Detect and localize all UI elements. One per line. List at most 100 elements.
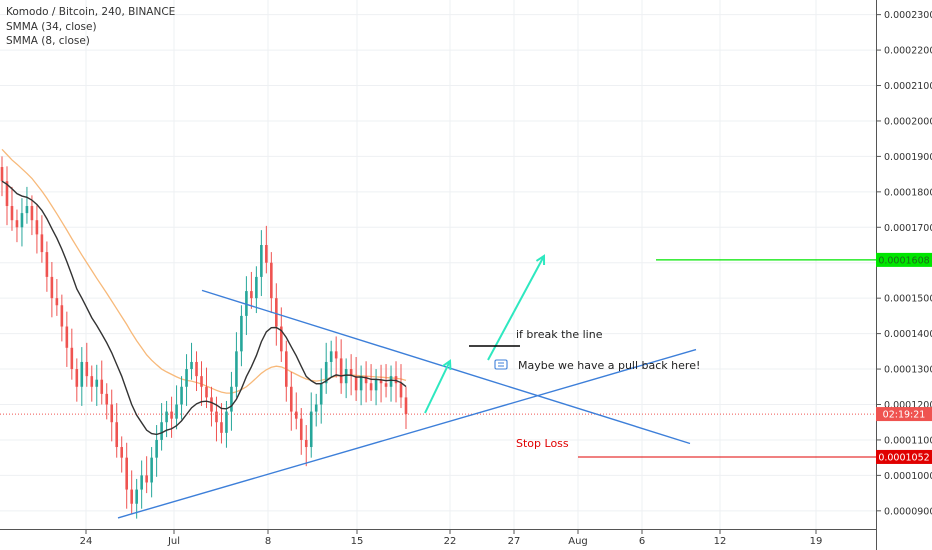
- candle-body: [275, 298, 278, 327]
- candle: [354, 357, 358, 401]
- stop-badge-bg: [876, 449, 932, 464]
- candle: [100, 360, 104, 405]
- candle-body: [180, 386, 183, 405]
- candle: [190, 342, 193, 380]
- stop-loss-text: Stop Loss: [516, 437, 569, 450]
- candle-body: [190, 361, 193, 370]
- time-tick-label: 27: [508, 536, 521, 547]
- candle: [85, 342, 89, 387]
- grid: [0, 0, 876, 529]
- trendline-upper: [201, 289, 691, 445]
- candle: [55, 279, 59, 316]
- candle-body: [404, 397, 408, 415]
- candle-body: [399, 383, 403, 398]
- candle-body: [389, 376, 393, 387]
- candle: [160, 403, 163, 451]
- candle-body: [339, 358, 343, 384]
- arrow-shaft: [424, 360, 451, 414]
- price-tick-label: 0.0001800: [884, 187, 932, 198]
- candles: [0, 156, 408, 519]
- price-tick-label: 0.0001400: [884, 329, 932, 340]
- symbol-title: Komodo / Bitcoin, 240, BINANCE: [6, 6, 176, 18]
- candle-body: [394, 376, 398, 384]
- candle: [75, 358, 79, 402]
- candle: [35, 205, 39, 254]
- price-tick-label: 0.0002100: [884, 81, 932, 92]
- candle: [90, 365, 94, 402]
- arrow-head: [535, 254, 546, 266]
- candle: [280, 307, 283, 362]
- candle-body: [319, 383, 323, 405]
- time-tick-label: 19: [810, 536, 823, 547]
- candle-body: [195, 361, 198, 377]
- candle: [25, 186, 29, 224]
- candle-body: [349, 369, 353, 377]
- candle: [60, 294, 64, 342]
- candle-body: [369, 383, 373, 391]
- time-tick-label: 22: [444, 536, 457, 547]
- price-tick-label: 0.0001200: [884, 400, 932, 411]
- arrow-head: [442, 359, 452, 371]
- time-axis: 24 Jul 8 15 22 27 Aug 6 12 19: [80, 529, 823, 547]
- candle-body: [130, 489, 133, 504]
- smma34-line: [1, 148, 407, 394]
- candle-body: [20, 213, 24, 228]
- candle: [220, 403, 223, 444]
- candle: [235, 332, 238, 398]
- candle-body: [314, 404, 318, 412]
- candle-body: [364, 376, 368, 384]
- price-tick-label: 0.0002000: [884, 116, 932, 127]
- candle-body: [230, 386, 233, 412]
- candle: [319, 368, 323, 424]
- candle-body: [85, 361, 89, 377]
- candle-body: [90, 376, 94, 387]
- candle: [95, 364, 99, 406]
- stop-badge: 0.0001052: [876, 449, 932, 464]
- candle: [10, 186, 14, 231]
- candle: [329, 340, 333, 377]
- price-tick-label: 0.0001100: [884, 435, 932, 446]
- indicator-smma8[interactable]: SMMA (8, close): [6, 35, 90, 47]
- smma8-path: [1, 180, 407, 436]
- candle: [5, 166, 9, 226]
- target-badge-label: 0.0001608: [878, 255, 929, 266]
- candle-body: [45, 252, 49, 277]
- candle: [195, 351, 198, 392]
- candle-body: [384, 383, 388, 387]
- hand-pointer-icon: [494, 359, 508, 370]
- candle-body: [150, 457, 153, 483]
- arrow-to-target: [487, 254, 546, 361]
- candle-body: [324, 361, 328, 384]
- candle-body: [205, 386, 208, 398]
- candle-body: [240, 315, 243, 352]
- candle-body: [65, 326, 69, 348]
- candle-body: [220, 422, 223, 433]
- candle: [185, 354, 188, 406]
- arrow-to-breakout: [424, 359, 452, 414]
- trendline-lower: [117, 348, 697, 519]
- candle-body: [299, 418, 303, 440]
- candle-body: [359, 376, 363, 391]
- candle: [309, 392, 313, 458]
- candle-body: [5, 181, 9, 207]
- candle-body: [155, 439, 158, 458]
- time-tick-label: 24: [80, 536, 93, 547]
- candle: [230, 371, 233, 431]
- candle-body: [145, 475, 148, 483]
- candle: [200, 361, 203, 406]
- candle: [180, 376, 183, 420]
- indicator-smma34[interactable]: SMMA (34, close): [6, 20, 97, 33]
- stop-badge-label: 0.0001052: [878, 452, 929, 463]
- candle: [15, 209, 19, 243]
- candle-body: [289, 386, 293, 412]
- candle: [389, 365, 393, 402]
- candle: [304, 425, 308, 467]
- countdown-badge-label: 02:19:21: [883, 410, 926, 421]
- candle-body: [160, 422, 163, 440]
- candle: [275, 283, 278, 346]
- price-tick-label: 0.0002200: [884, 46, 932, 57]
- price-tick-label: 0.0001000: [884, 471, 932, 482]
- price-tick-label: 0.0001500: [884, 294, 932, 305]
- price-tick-label: 0.0001700: [884, 223, 932, 234]
